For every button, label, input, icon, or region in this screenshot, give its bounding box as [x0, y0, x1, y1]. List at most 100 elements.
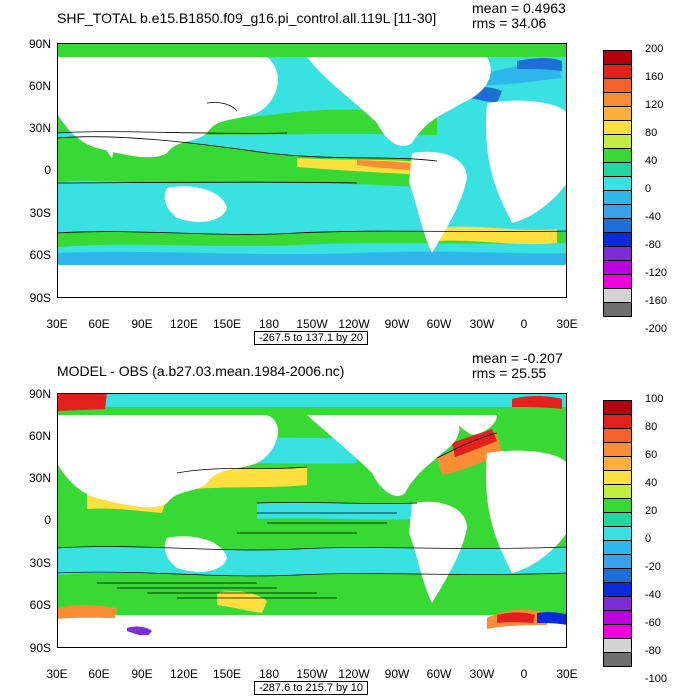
colorbar-label: 40: [645, 477, 658, 489]
colorbar-box: [603, 610, 632, 625]
lat-label: 60S: [29, 248, 51, 262]
lat-label: 90N: [28, 387, 51, 401]
colorbar-label: 80: [645, 421, 658, 433]
colorbar-box: [603, 78, 632, 93]
lat-label: 30S: [29, 556, 51, 570]
field-map: [57, 393, 567, 648]
colorbar-box: [603, 400, 632, 415]
map-svg: [57, 393, 567, 648]
colorbar-label: 60: [645, 449, 658, 461]
lon-label: 180: [258, 317, 280, 331]
lon-label: 30W: [469, 667, 495, 681]
lon-label: 150E: [212, 317, 242, 331]
lat-label: 30S: [29, 206, 51, 220]
colorbar: [603, 50, 632, 317]
colorbar-box: [603, 218, 632, 233]
colorbar-box: [603, 638, 632, 653]
colorbar-box: [603, 568, 632, 583]
mean-value: mean = 0.4963: [472, 0, 566, 16]
colorbar-label: -60: [645, 617, 661, 629]
panel-title: MODEL - OBS (a.b27.03.mean.1984-2006.nc): [57, 363, 345, 379]
colorbar-label: 0: [645, 533, 652, 545]
colorbar-box: [603, 134, 632, 149]
lon-label: 180: [258, 667, 280, 681]
colorbar-box: [603, 232, 632, 247]
colorbar-box: [603, 540, 632, 555]
colorbar-label: 120: [645, 99, 664, 111]
lon-label: 120W: [338, 317, 370, 331]
colorbar-box: [603, 456, 632, 471]
colorbar-box: [603, 554, 632, 569]
colorbar-box: [603, 428, 632, 443]
colorbar-box: [603, 204, 632, 219]
lat-label: 30N: [28, 121, 51, 135]
panel-model-minus-obs: MODEL - OBS (a.b27.03.mean.1984-2006.nc)…: [0, 350, 700, 700]
colorbar-box: [603, 302, 632, 317]
mean-value: mean = -0.207: [472, 350, 563, 366]
lon-label: 90E: [131, 317, 153, 331]
colorbar-box: [603, 246, 632, 261]
lat-label: 90S: [29, 641, 51, 655]
rms-value: rms = 34.06: [472, 15, 547, 31]
lon-label: 150W: [296, 317, 328, 331]
lon-label: 60W: [426, 667, 452, 681]
colorbar-label: -40: [645, 589, 661, 601]
contours: [57, 102, 567, 235]
colorbar-box: [603, 414, 632, 429]
colorbar-label: 40: [645, 155, 658, 167]
colorbar-box: [603, 120, 632, 135]
lon-label: 30E: [556, 317, 578, 331]
colorbar-label: -80: [645, 239, 661, 251]
colorbar-box: [603, 162, 632, 177]
lat-label: 60N: [28, 429, 51, 443]
colorbar-box: [603, 106, 632, 121]
colorbar-label: -20: [645, 561, 661, 573]
lon-label: 30E: [46, 317, 68, 331]
lat-label: 90N: [28, 37, 51, 51]
colorbar-box: [603, 50, 632, 65]
contours: [57, 432, 567, 599]
colorbar-label: -100: [645, 673, 668, 685]
map-svg: [57, 43, 567, 298]
rms-value: rms = 25.55: [472, 365, 547, 381]
colorbar-box: [603, 582, 632, 597]
land-mask: [57, 415, 567, 648]
colorbar-box: [603, 288, 632, 303]
colorbar-label: 160: [645, 71, 664, 83]
colorbar-box: [603, 526, 632, 541]
colorbar-label: -80: [645, 645, 661, 657]
colorbar-box: [603, 512, 632, 527]
colorbar-label: 100: [645, 393, 664, 405]
lon-label: 30E: [556, 667, 578, 681]
colorbar-label: -160: [645, 295, 668, 307]
panel-title: SHF_TOTAL b.e15.B1850.f09_g16.pi_control…: [57, 10, 437, 26]
lon-label: 60E: [88, 317, 110, 331]
colorbar-box: [603, 148, 632, 163]
lon-label: 150W: [296, 667, 328, 681]
colorbar-box: [603, 176, 632, 191]
colorbar-box: [603, 92, 632, 107]
land-mask: [57, 57, 567, 298]
colorbar-label: 0: [645, 183, 652, 195]
lon-label: 60W: [426, 317, 452, 331]
colorbar-label: -40: [645, 211, 661, 223]
lat-label: 60N: [28, 79, 51, 93]
lon-label: 30W: [469, 317, 495, 331]
colorbar-box: [603, 498, 632, 513]
colorbar-box: [603, 190, 632, 205]
colorbar-box: [603, 64, 632, 79]
colorbar-box: [603, 484, 632, 499]
colorbar-box: [603, 652, 632, 667]
lon-label: 150E: [212, 667, 242, 681]
lat-label: 0: [44, 513, 51, 527]
lon-label: 90E: [131, 667, 153, 681]
colorbar-box: [603, 596, 632, 611]
lat-label: 60S: [29, 598, 51, 612]
lat-label: 90S: [29, 291, 51, 305]
colorbar-box: [603, 260, 632, 275]
colorbar: [603, 400, 632, 667]
lon-label: 120E: [169, 667, 199, 681]
panel-shf-total: SHF_TOTAL b.e15.B1850.f09_g16.pi_control…: [28, 0, 668, 345]
lon-label: 90W: [384, 667, 410, 681]
colorbar-box: [603, 470, 632, 485]
